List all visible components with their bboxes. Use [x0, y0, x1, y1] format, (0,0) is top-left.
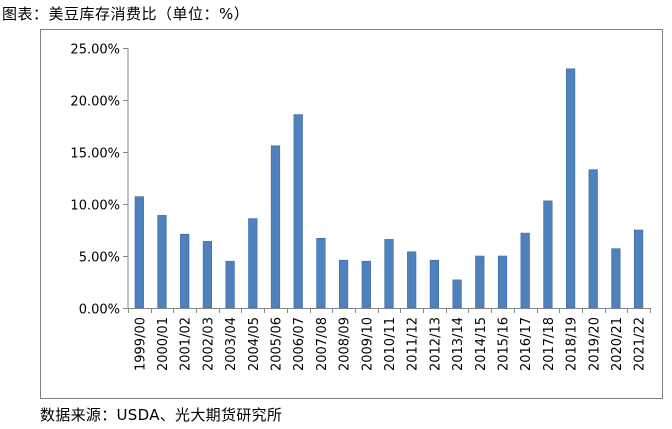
x-tick-label: 1999/00 [133, 317, 148, 371]
bar [134, 196, 144, 309]
y-tick-label: 10.00% [70, 199, 120, 214]
y-tick-label: 20.00% [70, 95, 120, 110]
x-tick-label: 2009/10 [360, 317, 375, 371]
x-tick-label: 2011/12 [406, 317, 421, 371]
x-tick-label: 2004/05 [247, 317, 262, 371]
y-tick-label: 0.00% [79, 303, 120, 318]
x-tick-label: 2013/14 [451, 317, 466, 371]
x-tick-label: 2012/13 [428, 317, 443, 371]
x-tick-label: 2001/02 [179, 317, 194, 371]
bar [633, 229, 644, 309]
bar [588, 169, 598, 309]
bar [338, 259, 349, 309]
bars [134, 68, 644, 309]
x-tick-label: 2000/01 [156, 317, 171, 371]
bar [384, 239, 394, 309]
bar-chart: 0.00% 5.00% 10.00% 15.00% 20.00% 25.00% 1999/… [70, 43, 651, 371]
x-tick-label: 2007/08 [315, 317, 330, 371]
bar [543, 200, 553, 309]
bar [248, 218, 258, 309]
source-note: 数据来源：USDA、光大期货研究所 [40, 406, 283, 424]
bar [497, 255, 508, 309]
x-tick-label: 2019/20 [587, 317, 602, 371]
x-tick-label: 2002/03 [201, 317, 216, 371]
bar [180, 233, 190, 309]
x-tick-label: 2014/15 [474, 317, 489, 371]
bar [452, 279, 462, 309]
x-tick-label: 2005/06 [270, 317, 285, 371]
bar [407, 251, 417, 309]
x-tick-label: 2006/07 [292, 317, 307, 371]
bar [611, 248, 621, 309]
y-tick-label: 5.00% [79, 251, 120, 266]
bar [429, 259, 440, 309]
bar [361, 260, 371, 309]
x-tick-label: 2021/22 [633, 317, 648, 371]
y-tick-label: 25.00% [70, 43, 120, 58]
bar [475, 255, 485, 309]
x-tick-label: 2010/11 [383, 317, 398, 371]
bar [225, 260, 235, 309]
x-tick-label: 2008/09 [338, 317, 353, 371]
x-tick-label: 2015/16 [496, 317, 511, 371]
bar [293, 114, 303, 309]
x-axis: 1999/00 2000/01 2001/02 2002/03 2003/04 2004/… [128, 308, 651, 371]
x-tick-label: 2020/21 [610, 317, 625, 371]
bar [270, 145, 281, 309]
figure-title: 图表：美豆库存消费比（单位：%） [2, 5, 250, 23]
y-axis: 0.00% 5.00% 10.00% 15.00% 20.00% 25.00% [70, 43, 129, 318]
bar [202, 241, 213, 309]
bar [316, 238, 326, 309]
bar [565, 68, 576, 309]
bar [157, 215, 167, 309]
x-tick-label: 2016/17 [519, 317, 534, 371]
x-tick-label: 2018/19 [565, 317, 580, 371]
x-tick-label: 2003/04 [224, 317, 239, 371]
bar [520, 232, 530, 309]
x-tick-label: 2017/18 [542, 317, 557, 371]
y-tick-label: 15.00% [70, 147, 120, 162]
